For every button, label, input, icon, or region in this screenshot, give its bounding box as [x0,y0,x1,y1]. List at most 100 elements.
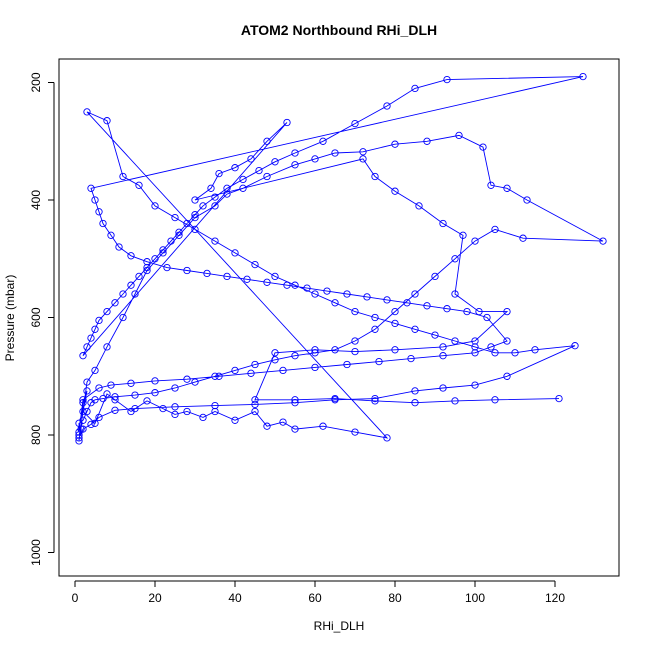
y-tick-label: 600 [29,307,43,327]
x-tick-label: 80 [388,591,402,605]
data-point [91,196,99,204]
data-point [431,331,439,339]
data-point [331,346,339,354]
data-point [111,396,119,404]
data-point [87,399,95,407]
chart-title: ATOM2 Northbound RHi_DLH [241,22,437,38]
data-point [79,396,87,404]
data-point [211,193,219,201]
data-point [223,190,231,198]
data-point [371,394,379,403]
data-point [79,352,87,360]
data-point [167,237,175,245]
data-point [203,269,211,278]
data-point [391,319,399,328]
data-point [291,281,299,289]
data-point [331,394,339,403]
data-point [371,397,379,405]
data-point [91,419,99,427]
data-point [107,231,115,239]
data-point [251,260,259,269]
data-point [491,349,499,357]
data-point [207,184,215,192]
data-point [183,375,191,383]
data-point [127,252,135,260]
data-point [511,349,519,357]
data-point [215,372,223,380]
data-point [91,366,99,375]
data-point [171,213,179,222]
x-tick-label: 40 [228,591,242,605]
data-point [363,293,371,301]
data-point [491,396,499,404]
data-point [411,325,419,333]
data-point [451,255,459,263]
data-point [131,290,139,298]
data-point [99,394,107,403]
data-point [423,137,431,145]
data-point [407,354,415,363]
data-point [159,404,167,413]
data-point [211,401,219,410]
x-tick-label: 20 [148,591,162,605]
y-tick-label: 800 [29,425,43,445]
data-point [223,272,231,281]
y-axis: 200 400 600 800 1000 [29,72,55,566]
data-point [503,337,511,345]
data-point [95,208,103,216]
x-tick-label: 120 [545,591,565,605]
data-point [191,225,199,234]
data-point [87,420,95,429]
data-point [415,202,423,210]
data-point [87,184,95,192]
data-point [211,372,219,380]
data-point [211,202,219,210]
data-point [263,422,271,430]
data-point [391,346,399,354]
data-point [239,175,247,184]
y-axis-label: Pressure (mbar) [3,275,17,362]
data-point [183,219,191,228]
data-point [579,72,587,81]
data-point [119,313,127,322]
data-point [111,406,119,414]
data-point [319,422,327,430]
data-point [119,172,127,181]
data-point [239,184,247,192]
data-point [359,155,367,163]
series-line [78,76,604,441]
data-point [319,137,327,145]
data-point [391,187,399,195]
data-point [371,325,379,333]
data-point [311,155,319,163]
data-point [323,287,331,295]
data-point [191,378,199,386]
data-point [171,403,179,411]
data-point [183,407,191,416]
data-point [291,399,299,407]
data-point [103,307,111,316]
data-point [263,137,271,145]
data-point [127,379,135,387]
data-point [519,234,527,242]
data-point [271,349,279,357]
data-point [79,399,87,407]
data-point [443,75,451,84]
data-point [251,400,259,409]
x-axis: 0 20 40 60 80 100 120 [72,580,565,605]
data-point [311,349,319,357]
data-point [191,196,199,204]
data-point [471,381,479,389]
data-point [135,272,143,281]
data-point [279,418,287,426]
data-point [487,181,495,189]
data-point [451,290,459,298]
data-point [331,149,339,157]
data-point [479,143,487,151]
data-point [91,325,99,333]
y-tick-label: 1000 [29,539,43,566]
data-point [211,407,219,416]
data-point [423,302,431,310]
